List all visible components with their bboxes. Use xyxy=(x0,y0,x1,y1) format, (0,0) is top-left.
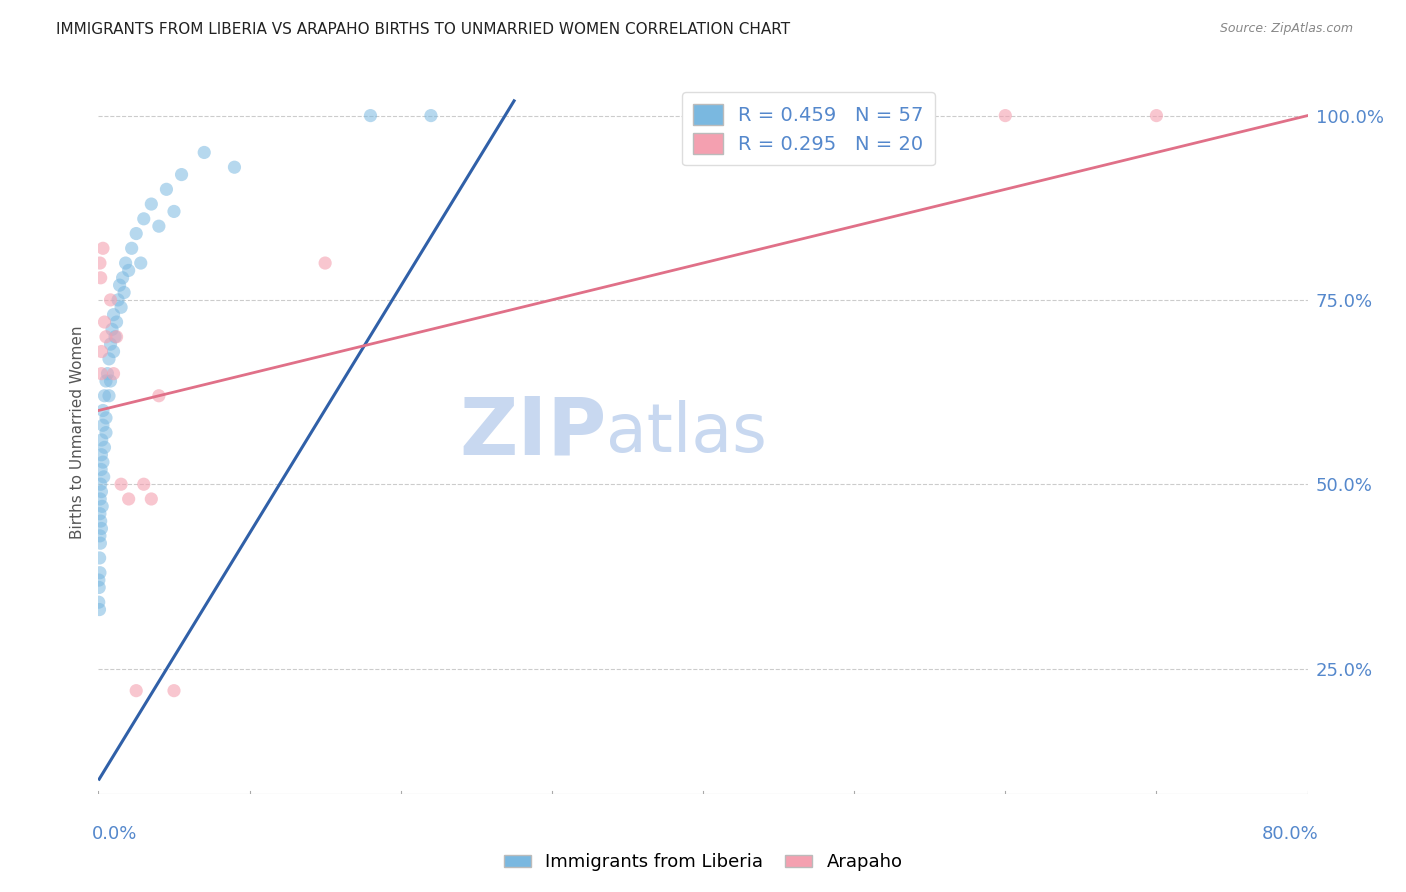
Legend: R = 0.459   N = 57, R = 0.295   N = 20: R = 0.459 N = 57, R = 0.295 N = 20 xyxy=(682,92,935,165)
Point xyxy=(93,389,115,403)
Point xyxy=(110,300,132,314)
Point xyxy=(103,367,125,381)
Point xyxy=(89,536,111,550)
Text: ZIP: ZIP xyxy=(458,393,606,472)
Point xyxy=(132,477,155,491)
Point xyxy=(107,293,129,307)
Point xyxy=(90,462,112,476)
Point xyxy=(111,270,134,285)
Point xyxy=(105,315,128,329)
Point xyxy=(155,182,177,196)
Point xyxy=(87,595,110,609)
Point xyxy=(90,433,112,447)
Legend: Immigrants from Liberia, Arapaho: Immigrants from Liberia, Arapaho xyxy=(496,847,910,879)
Point xyxy=(125,683,148,698)
Point xyxy=(1144,109,1167,123)
Point xyxy=(148,389,170,403)
Point xyxy=(360,109,382,123)
Point xyxy=(112,285,135,300)
Point xyxy=(100,374,122,388)
Point xyxy=(89,529,111,543)
Text: Source: ZipAtlas.com: Source: ZipAtlas.com xyxy=(1219,22,1353,36)
Point xyxy=(132,211,155,226)
Point xyxy=(108,278,131,293)
Point xyxy=(103,308,125,322)
Point xyxy=(89,507,111,521)
Point xyxy=(100,293,122,307)
Point xyxy=(87,573,110,587)
Y-axis label: Births to Unmarried Women: Births to Unmarried Women xyxy=(69,326,84,540)
Point xyxy=(110,477,132,491)
Point xyxy=(90,270,112,285)
Point xyxy=(94,330,117,344)
Point xyxy=(89,551,111,566)
Point xyxy=(121,241,143,255)
Point xyxy=(90,344,112,359)
Point xyxy=(94,374,117,388)
Point xyxy=(170,168,193,182)
Point xyxy=(98,389,121,403)
Point xyxy=(163,683,186,698)
Point xyxy=(91,500,114,514)
Point xyxy=(89,602,111,616)
Point xyxy=(89,256,111,270)
Point xyxy=(89,581,111,595)
Point xyxy=(125,227,148,241)
Point xyxy=(93,470,115,484)
Point xyxy=(89,491,111,506)
Point xyxy=(98,351,121,366)
Point xyxy=(90,514,112,528)
Point xyxy=(101,322,124,336)
Point xyxy=(90,521,112,535)
Text: IMMIGRANTS FROM LIBERIA VS ARAPAHO BIRTHS TO UNMARRIED WOMEN CORRELATION CHART: IMMIGRANTS FROM LIBERIA VS ARAPAHO BIRTH… xyxy=(56,22,790,37)
Point xyxy=(104,330,127,344)
Point xyxy=(91,241,114,255)
Point xyxy=(94,410,117,425)
Point xyxy=(118,491,141,506)
Point xyxy=(118,263,141,277)
Point xyxy=(193,145,215,160)
Point xyxy=(96,367,118,381)
Point xyxy=(129,256,152,270)
Point xyxy=(105,330,128,344)
Point xyxy=(94,425,117,440)
Point xyxy=(90,484,112,499)
Point xyxy=(100,337,122,351)
Point xyxy=(91,403,114,417)
Point xyxy=(90,477,112,491)
Point xyxy=(163,204,186,219)
Point xyxy=(93,315,115,329)
Point xyxy=(994,109,1017,123)
Point xyxy=(141,197,163,211)
Point xyxy=(91,455,114,469)
Text: 0.0%: 0.0% xyxy=(91,825,136,843)
Point xyxy=(103,344,125,359)
Point xyxy=(91,418,114,433)
Point xyxy=(89,566,111,580)
Point xyxy=(420,109,443,123)
Point xyxy=(224,160,246,174)
Point xyxy=(141,491,163,506)
Point xyxy=(314,256,336,270)
Point xyxy=(148,219,170,234)
Point xyxy=(114,256,136,270)
Point xyxy=(90,367,112,381)
Point xyxy=(93,441,115,455)
Text: 80.0%: 80.0% xyxy=(1263,825,1319,843)
Text: atlas: atlas xyxy=(606,400,768,466)
Point xyxy=(90,448,112,462)
